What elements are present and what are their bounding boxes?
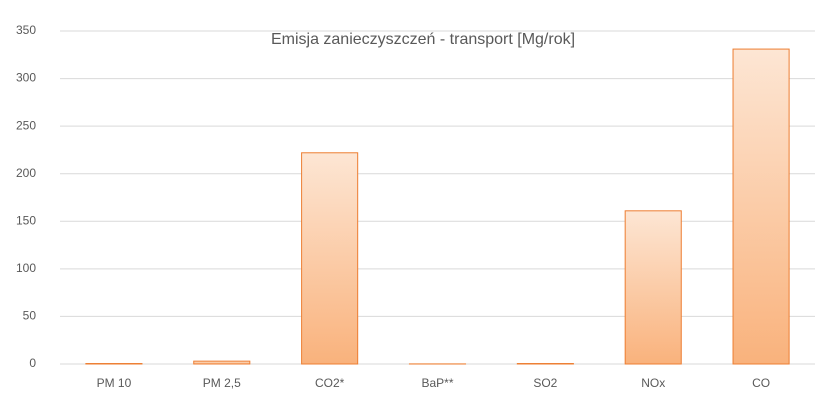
y-tick-label: 100 bbox=[16, 261, 36, 275]
x-tick-label: BaP** bbox=[421, 376, 453, 390]
y-tick-label: 350 bbox=[16, 23, 36, 37]
y-tick-label: 150 bbox=[16, 213, 36, 227]
x-tick-label: CO2* bbox=[315, 376, 345, 390]
y-tick-label: 0 bbox=[29, 356, 36, 370]
x-tick-label: PM 10 bbox=[97, 376, 132, 390]
x-tick-label: CO bbox=[752, 376, 770, 390]
x-tick-label: PM 2,5 bbox=[203, 376, 241, 390]
y-tick-label: 300 bbox=[16, 71, 36, 85]
y-tick-label: 200 bbox=[16, 166, 36, 180]
bar bbox=[193, 360, 251, 365]
bar bbox=[624, 210, 682, 365]
x-tick-label: SO2 bbox=[533, 376, 557, 390]
chart-title: Emisja zanieczyszczeń - transport [Mg/ro… bbox=[271, 31, 575, 48]
bar bbox=[301, 152, 359, 365]
x-tick-label: NOx bbox=[641, 376, 665, 390]
bar bbox=[732, 48, 790, 365]
y-tick-label: 250 bbox=[16, 118, 36, 132]
y-tick-label: 50 bbox=[23, 309, 37, 323]
